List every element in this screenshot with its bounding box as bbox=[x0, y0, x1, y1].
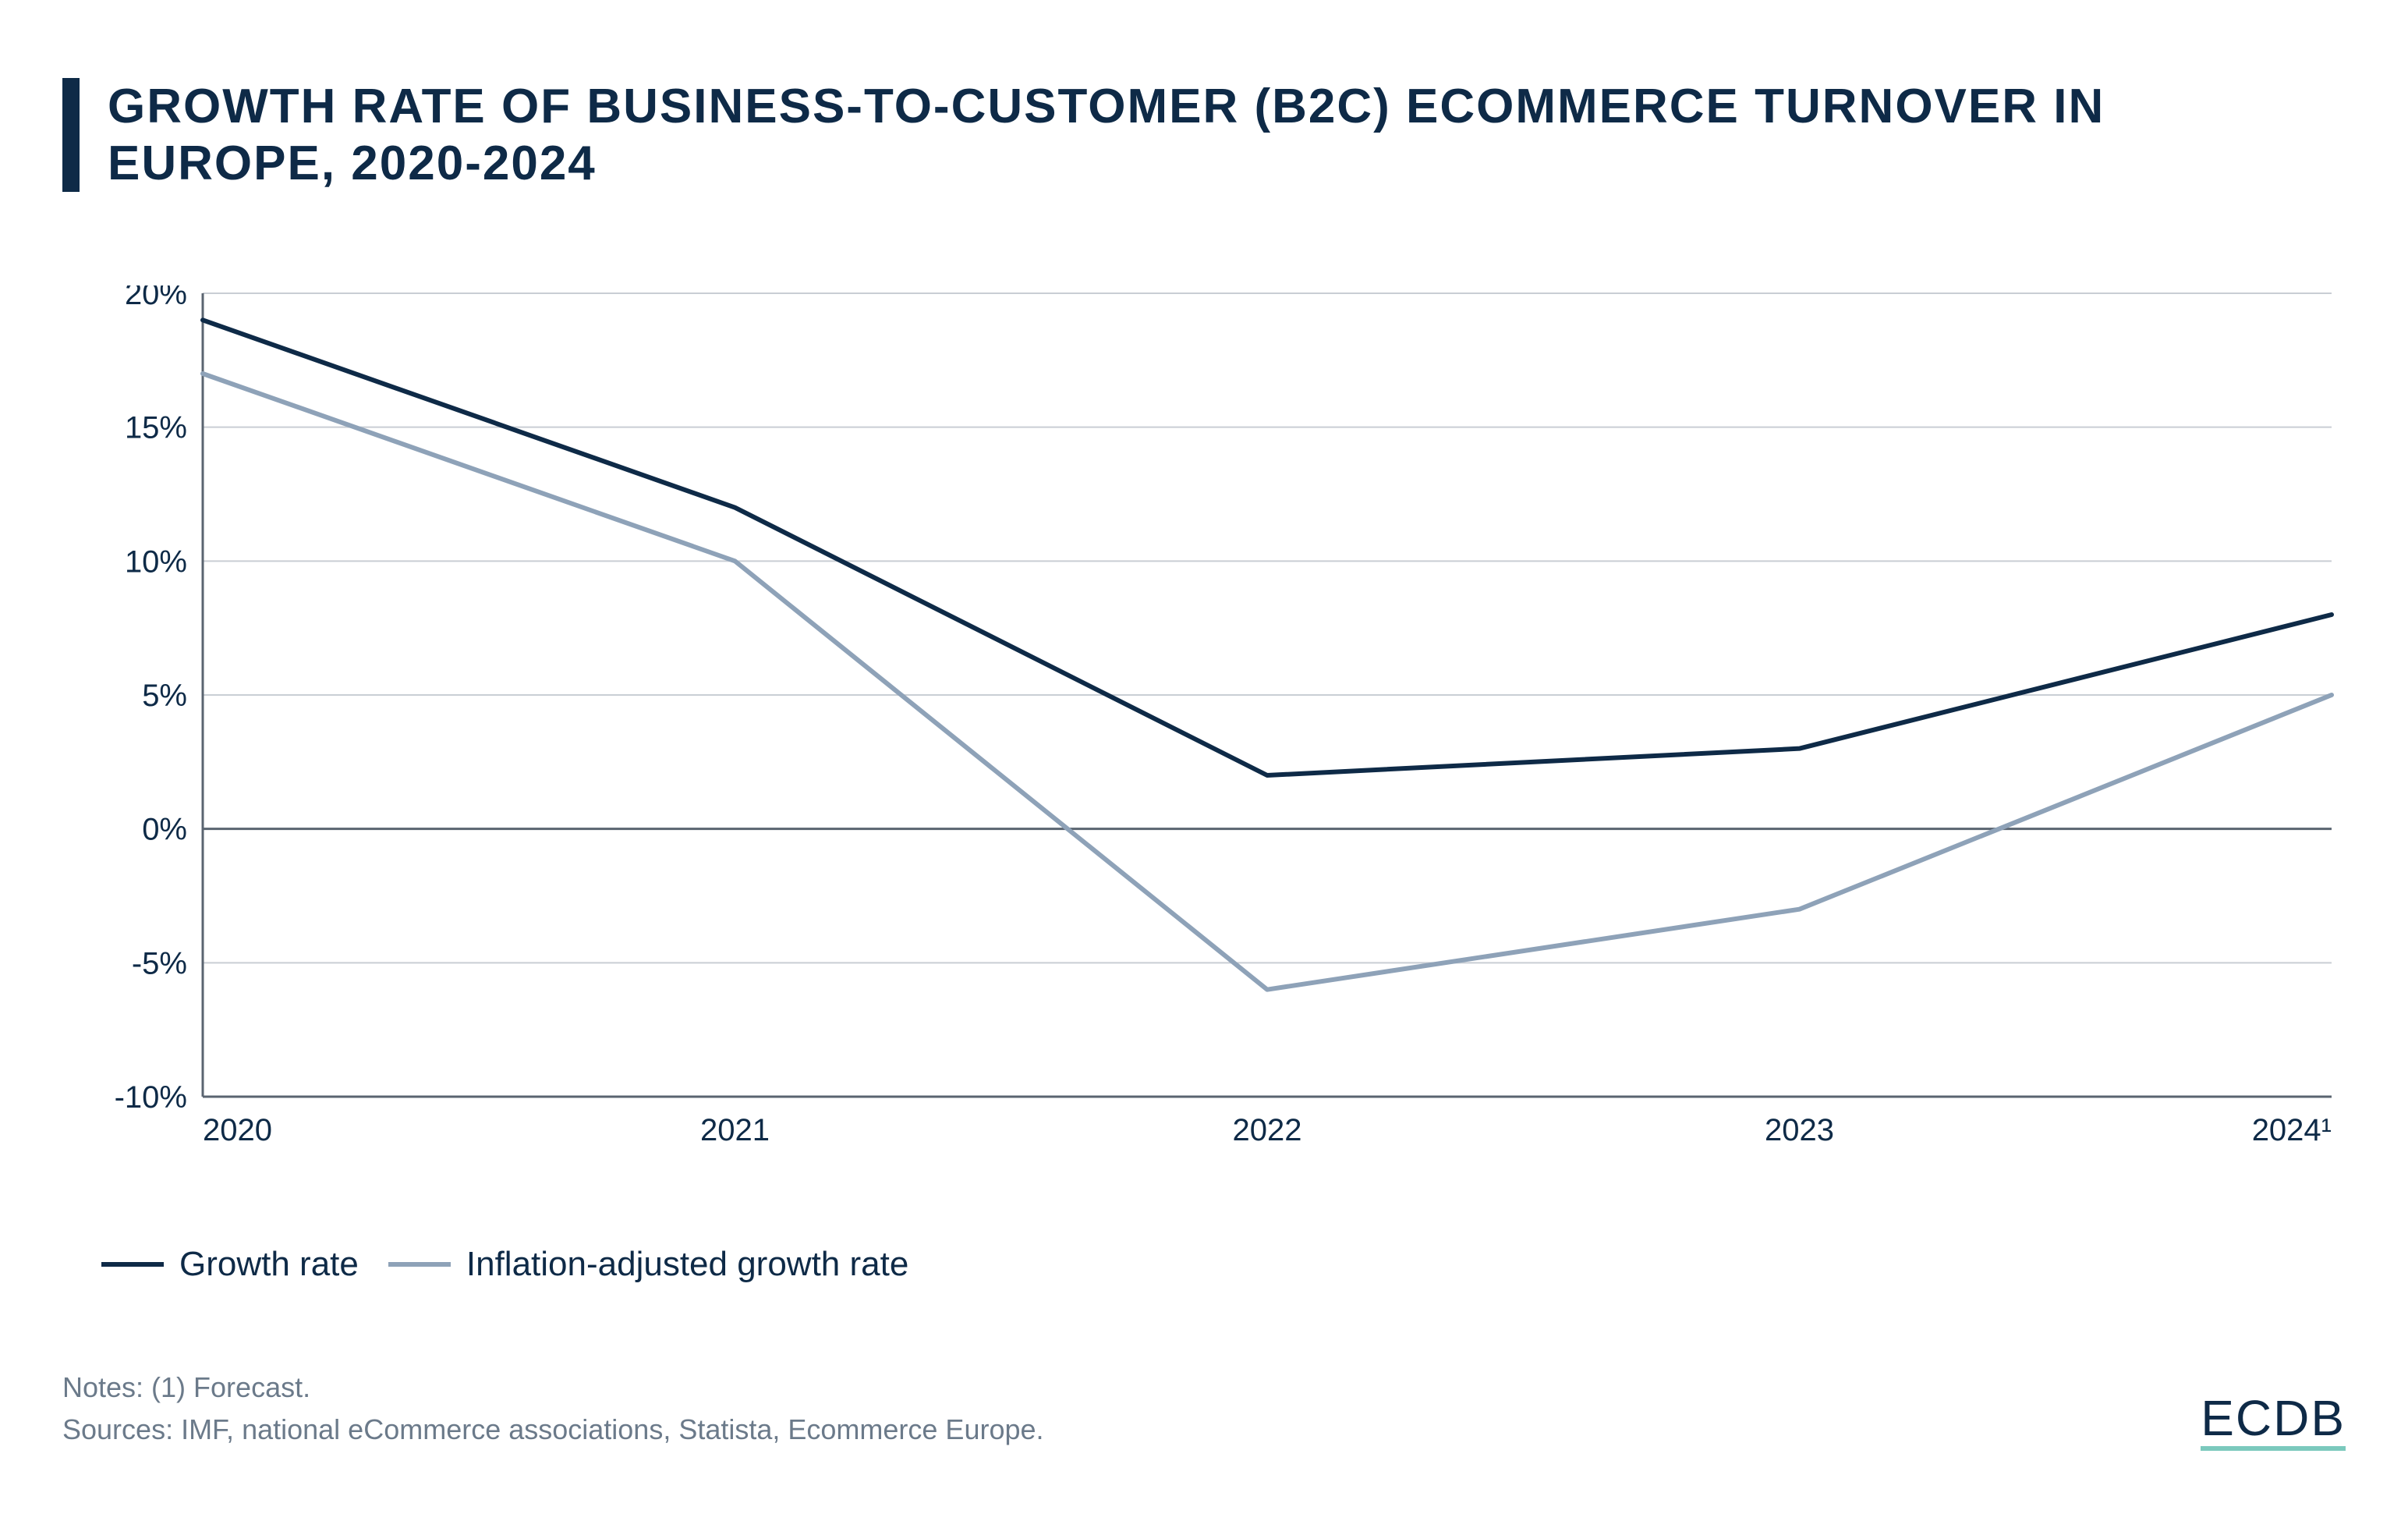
footer-notes: Notes: (1) Forecast. bbox=[62, 1367, 1044, 1409]
legend: Growth rate Inflation-adjusted growth rat… bbox=[101, 1245, 2346, 1284]
footer-text: Notes: (1) Forecast. Sources: IMF, natio… bbox=[62, 1367, 1044, 1451]
legend-swatch bbox=[388, 1262, 451, 1267]
x-tick-label: 2020 bbox=[203, 1113, 272, 1147]
x-tick-label: 2021 bbox=[700, 1113, 770, 1147]
y-tick-label: 5% bbox=[142, 679, 187, 713]
legend-label: Growth rate bbox=[179, 1245, 359, 1284]
x-tick-label: 2023 bbox=[1765, 1113, 1834, 1147]
chart-container: GROWTH RATE OF BUSINESS-TO-CUSTOMER (B2C… bbox=[0, 0, 2408, 1521]
ecdb-logo: ECDB bbox=[2201, 1393, 2346, 1451]
y-tick-label: 20% bbox=[125, 285, 187, 311]
series-line bbox=[203, 374, 2332, 990]
x-tick-label: 2024¹ bbox=[2252, 1113, 2332, 1147]
footer: Notes: (1) Forecast. Sources: IMF, natio… bbox=[62, 1367, 2346, 1451]
y-tick-label: -10% bbox=[115, 1080, 187, 1115]
x-tick-label: 2022 bbox=[1233, 1113, 1302, 1147]
series-line bbox=[203, 321, 2332, 776]
line-chart-svg: -10% -5% 0% 5% 10% 15% 20% 2020 2021 2022 2023 2024… bbox=[70, 285, 2347, 1182]
legend-item: Inflation-adjusted growth rate bbox=[388, 1245, 908, 1284]
footer-sources: Sources: IMF, national eCommerce associa… bbox=[62, 1409, 1044, 1451]
chart-title: GROWTH RATE OF BUSINESS-TO-CUSTOMER (B2C… bbox=[108, 78, 2346, 192]
legend-swatch bbox=[101, 1262, 164, 1267]
y-tick-label: -5% bbox=[132, 947, 187, 981]
y-tick-label: 15% bbox=[125, 411, 187, 445]
legend-label: Inflation-adjusted growth rate bbox=[466, 1245, 908, 1284]
chart-area: -10% -5% 0% 5% 10% 15% 20% 2020 2021 2022 2023 2024… bbox=[70, 285, 2347, 1182]
y-tick-label: 0% bbox=[142, 813, 187, 847]
title-block: GROWTH RATE OF BUSINESS-TO-CUSTOMER (B2C… bbox=[62, 78, 2346, 192]
legend-item: Growth rate bbox=[101, 1245, 359, 1284]
y-tick-label: 10% bbox=[125, 545, 187, 580]
title-accent-bar bbox=[62, 78, 80, 192]
